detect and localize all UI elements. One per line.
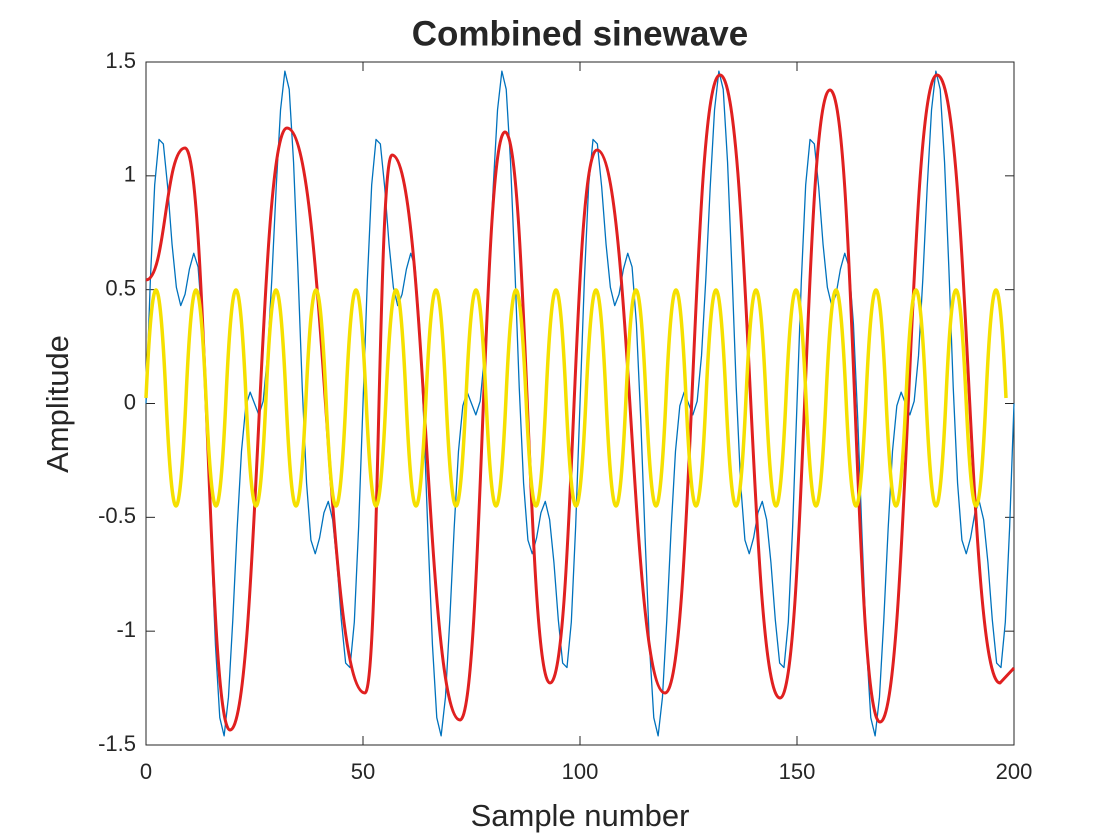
- y-tick-label: -1: [116, 617, 136, 642]
- x-tick-label: 100: [562, 759, 599, 784]
- data-line: [145, 70, 1015, 737]
- red-annotation: [145, 73, 1016, 732]
- y-tick-label: -1.5: [98, 731, 136, 756]
- x-tick-label: 0: [140, 759, 152, 784]
- yellow-annotation: [144, 288, 1008, 508]
- y-tick-label: 1.5: [105, 48, 136, 73]
- y-axis-label: Amplitude: [40, 335, 75, 473]
- y-tick-label: -0.5: [98, 503, 136, 528]
- y-tick-label: 1: [124, 162, 136, 187]
- plot-area: 0 50 100 150 200 -1.5 -1 -0.5 0 0.5 1 1.5: [98, 48, 1032, 784]
- x-axis-label: Sample number: [471, 798, 690, 833]
- x-tick-label: 200: [996, 759, 1033, 784]
- chart-title: Combined sinewave: [412, 14, 748, 53]
- y-tick-label: 0.5: [105, 275, 136, 300]
- x-tick-label: 50: [351, 759, 375, 784]
- x-tick-label: 150: [779, 759, 816, 784]
- y-tick-label: 0: [124, 389, 136, 414]
